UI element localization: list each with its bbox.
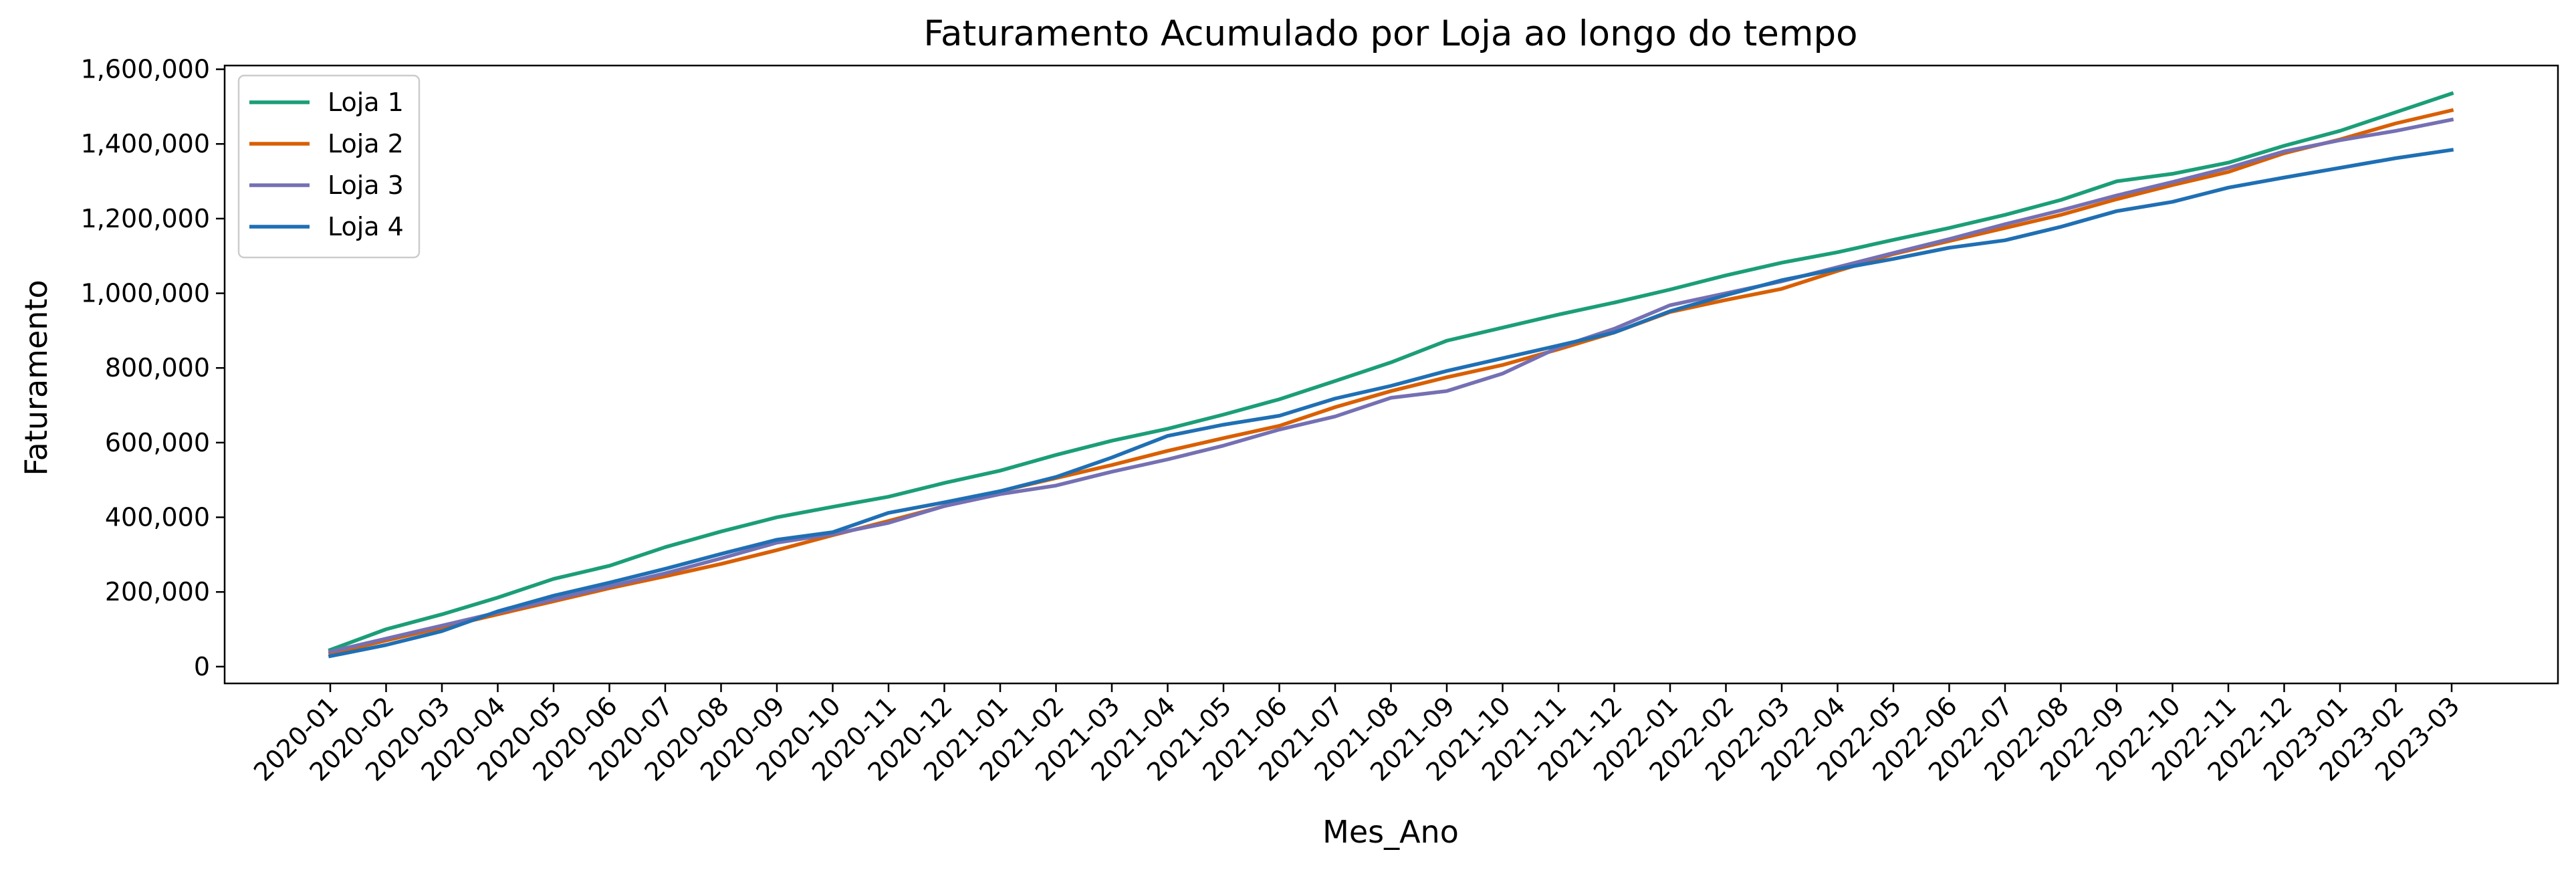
series-line-3 (328, 117, 2454, 654)
x-axis-label: Mes_Ano (1322, 814, 1459, 850)
y-axis-label: Faturamento (18, 280, 54, 475)
series-line-1 (328, 91, 2454, 653)
legend-label-3: Loja 3 (328, 171, 404, 200)
legend-label-2: Loja 2 (328, 129, 404, 158)
y-tick-label: 200,000 (105, 577, 210, 607)
y-tick-label: 1,600,000 (81, 55, 210, 84)
legend-label-1: Loja 1 (328, 88, 404, 117)
legend: Loja 1 Loja 2 Loja 3 Loja 4 (237, 74, 421, 259)
y-tick-label: 1,200,000 (81, 204, 210, 233)
y-tick-label: 1,400,000 (81, 129, 210, 158)
legend-label-4: Loja 4 (328, 212, 404, 241)
plot-area: 0 200,000 400,000 600,000 800,000 1,000,000 1,… (81, 55, 2559, 787)
series-line-4 (328, 148, 2454, 659)
series-line-2 (328, 108, 2454, 656)
y-tick-label: 400,000 (105, 503, 210, 532)
y-tick-label: 0 (194, 652, 210, 681)
y-tick-label: 800,000 (105, 353, 210, 383)
chart-title: Faturamento Acumulado por Loja ao longo … (923, 13, 1857, 54)
legend-box (237, 74, 421, 259)
y-tick-label: 1,000,000 (81, 279, 210, 308)
y-tick-label: 600,000 (105, 428, 210, 457)
